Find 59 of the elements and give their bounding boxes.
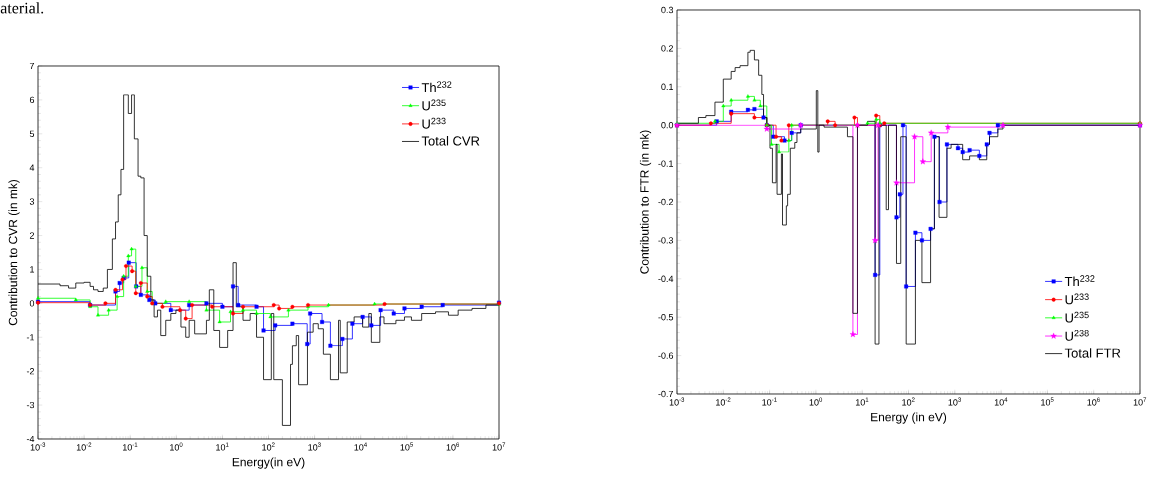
x-tick-label: 10$^{6}$ — [1087, 397, 1100, 406]
y-tick-label: -2 — [26, 368, 35, 375]
x-tick-label: 10$^{2}$ — [902, 397, 915, 406]
text: aterial. — [0, 2, 44, 14]
y-tick-label: 0.1 — [661, 83, 674, 90]
y-tick-label: 4 — [29, 164, 35, 171]
x-tick-label: 10$^{2}$ — [262, 442, 275, 451]
legend-label: Th$^{232}$ — [421, 81, 452, 93]
y-tick-label: 0.2 — [661, 45, 674, 52]
y-tick-label: -1 — [26, 334, 35, 341]
y-tick-label: 3 — [29, 198, 35, 205]
x-tick-label: 10$^{3}$ — [948, 397, 961, 406]
x-tick-label: 10$^{0}$ — [809, 397, 823, 406]
y-tick-label: 1 — [30, 266, 35, 273]
x-tick-label: 10$^{5}$ — [1041, 397, 1054, 406]
y-tick-label: -0.5 — [658, 314, 674, 321]
legend-label: Total FTR — [1064, 348, 1121, 358]
legend-label: U$^{235}$ — [1065, 311, 1089, 323]
y-tick-label: 5 — [29, 130, 35, 137]
y-tick-label: -4 — [26, 435, 35, 443]
x-tick-label: 10$^{6}$ — [446, 442, 460, 451]
legend-label: U$^{238}$ — [1065, 329, 1089, 341]
legend-label: U$^{235}$ — [422, 99, 446, 111]
y-tick-label: -0.4 — [658, 275, 674, 282]
x-tick-label: 10$^{5}$ — [400, 442, 413, 451]
legend-label: Total CVR — [421, 136, 480, 146]
x-tick-label: 10$^{-3}$ — [669, 397, 685, 406]
x-tick-label: 10$^{-1}$ — [122, 442, 138, 451]
y-tick-label: -0.2 — [658, 198, 674, 206]
x-tick-label: 10$^{3}$ — [308, 442, 321, 451]
x-tick-label: 10$^{0}$ — [170, 442, 183, 451]
x-tick-label: 10$^{-2}$ — [76, 442, 92, 451]
legend-label: U$^{233}$ — [1065, 293, 1089, 305]
x-axis-title: Energy(in eV) — [232, 457, 305, 469]
x-tick-label: 10$^{7}$ — [492, 442, 506, 451]
y-tick-label: -0.3 — [658, 237, 674, 244]
x-tick-label: 10$^{-2}$ — [716, 397, 731, 406]
x-axis-title: Energy (in eV) — [871, 412, 947, 424]
x-tick-label: 10$^{-3}$ — [30, 442, 46, 451]
x-tick-label: 10$^{-1}$ — [762, 397, 777, 406]
y-axis-title: Contribution to CVR (in mk) — [8, 179, 20, 326]
y-tick-label: -0.1 — [658, 160, 674, 167]
y-tick-label: -0.6 — [658, 352, 674, 359]
x-tick-label: 10$^{7}$ — [1133, 397, 1147, 406]
y-tick-label: 0.0 — [661, 122, 674, 129]
y-tick-label: -0.7 — [658, 390, 674, 398]
x-tick-label: 10$^{1}$ — [216, 442, 229, 451]
y-tick-label: 0 — [29, 300, 35, 307]
y-tick-label: 2 — [29, 232, 35, 239]
y-axis-title: Contribution to FTR (in mk) — [639, 130, 652, 274]
y-tick-label: 7 — [29, 62, 35, 70]
x-tick-label: 10$^{4}$ — [994, 397, 1008, 406]
x-tick-label: 10$^{4}$ — [354, 442, 367, 451]
y-tick-label: 0.3 — [661, 6, 674, 14]
x-tick-label: 10$^{1}$ — [855, 397, 869, 406]
y-tick-label: 6 — [29, 96, 35, 104]
legend-label: Th$^{232}$ — [1064, 275, 1095, 287]
legend-label: U$^{233}$ — [422, 117, 446, 129]
y-tick-label: -3 — [26, 401, 35, 409]
